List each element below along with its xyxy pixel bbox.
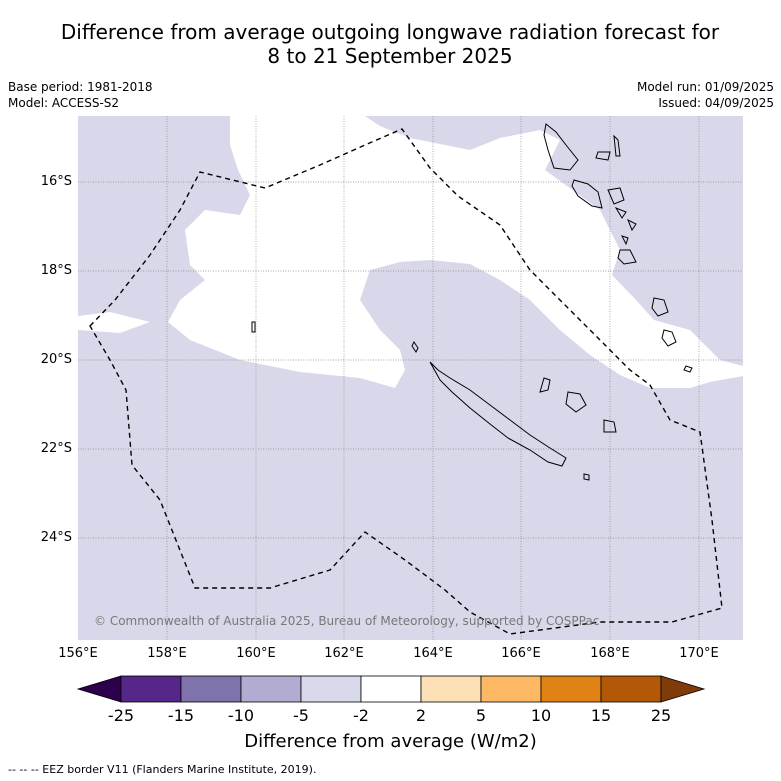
colorbar-bin <box>180 675 242 703</box>
meta-right: Model run: 01/09/2025 Issued: 04/09/2025 <box>637 79 774 111</box>
lon-label-156e: 156°E <box>58 646 98 661</box>
colorbar-tick: -5 <box>293 706 309 725</box>
island-west <box>251 321 256 333</box>
island-belep <box>411 341 419 353</box>
map-area <box>78 116 743 640</box>
neutral-patch-west <box>78 312 150 333</box>
colorbar-arrow-high <box>660 675 706 703</box>
island-lifou <box>565 391 587 413</box>
colorbar-bin <box>300 675 362 703</box>
lon-label-158e: 158°E <box>147 646 187 661</box>
new-caledonia-coast <box>429 361 567 467</box>
colorbar-tick: -15 <box>167 706 195 725</box>
colorbar-bin <box>360 675 422 703</box>
colorbar-tick: 25 <box>650 706 672 725</box>
colorbar-bin <box>240 675 302 703</box>
lon-label-170e: 170°E <box>679 646 719 661</box>
title-line-1: Difference from average outgoing longwav… <box>60 20 720 44</box>
vanuatu-islands <box>543 123 693 373</box>
colorbar-tick: -25 <box>107 706 135 725</box>
colorbar-tick: -2 <box>353 706 369 725</box>
colorbar <box>76 675 706 703</box>
issued-date: Issued: 04/09/2025 <box>658 96 774 110</box>
lat-label-22s: 22°S <box>40 441 72 456</box>
colorbar-bin <box>480 675 542 703</box>
lon-label-166e: 166°E <box>501 646 541 661</box>
base-period: Base period: 1981-2018 <box>8 80 153 94</box>
meta-left: Base period: 1981-2018 Model: ACCESS-S2 <box>8 79 153 111</box>
lat-label-16s: 16°S <box>40 174 72 189</box>
colorbar-tick: 2 <box>415 706 427 725</box>
copyright-notice: © Commonwealth of Australia 2025, Bureau… <box>94 614 600 628</box>
colorbar-bin <box>600 675 662 703</box>
lon-label-164e: 164°E <box>413 646 453 661</box>
footer-note: -- -- -- EEZ border V11 (Flanders Marine… <box>8 763 317 776</box>
model-run: Model run: 01/09/2025 <box>636 80 774 94</box>
map-grid <box>78 116 743 640</box>
island-pines <box>583 473 590 481</box>
colorbar-tick: 5 <box>475 706 487 725</box>
eez-border <box>89 128 723 635</box>
lon-label-160e: 160°E <box>236 646 276 661</box>
colorbar-bin <box>120 675 182 703</box>
neutral-region <box>168 116 743 388</box>
title-line-2: 8 to 21 September 2025 <box>267 44 513 68</box>
chart-title: Difference from average outgoing longwav… <box>0 20 781 68</box>
lat-label-24s: 24°S <box>40 530 72 545</box>
colorbar-tick: 10 <box>530 706 552 725</box>
lat-label-20s: 20°S <box>40 352 72 367</box>
colorbar-bin <box>420 675 482 703</box>
colorbar-tick: 15 <box>590 706 612 725</box>
lat-label-18s: 18°S <box>40 263 72 278</box>
island-mare <box>603 419 617 433</box>
lon-label-168e: 168°E <box>590 646 630 661</box>
colorbar-arrow-low <box>76 675 122 703</box>
colorbar-title: Difference from average (W/m2) <box>244 731 537 752</box>
island-ouvea <box>539 377 551 393</box>
colorbar-tick: -10 <box>227 706 255 725</box>
colorbar-bin <box>540 675 602 703</box>
model-name: Model: ACCESS-S2 <box>8 96 120 110</box>
lon-label-162e: 162°E <box>324 646 364 661</box>
